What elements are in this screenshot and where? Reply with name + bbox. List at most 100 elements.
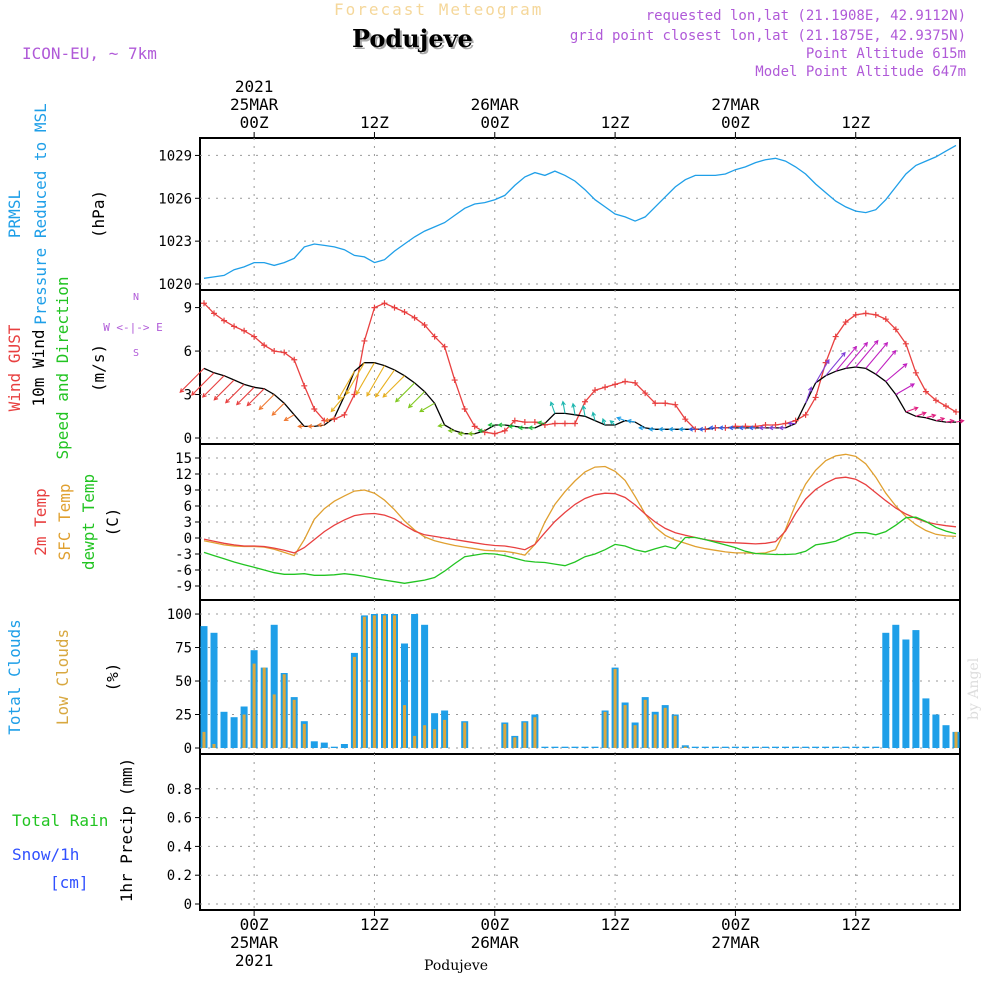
total-clouds-bar (320, 742, 328, 748)
bottom-date-label: 25MAR (230, 933, 279, 952)
low-clouds-bar (673, 715, 677, 748)
wind-direction-arrow (366, 365, 385, 397)
total-clouds-bar (792, 746, 800, 748)
gust-point (622, 378, 629, 385)
total-clouds-bar (902, 639, 910, 748)
wind-direction-arrow (835, 345, 858, 372)
gust-point (682, 416, 689, 423)
clouds-unit: (%) (103, 663, 122, 692)
total-clouds-bar (310, 741, 318, 748)
low-clouds-label: Low Clouds (53, 629, 72, 725)
total-clouds-bar (561, 746, 569, 748)
bottom-hour-label: 12Z (841, 915, 870, 934)
wind-direction-arrow (616, 416, 626, 422)
gust-point (672, 401, 679, 408)
y-tick-label: 75 (175, 641, 192, 657)
y-tick-label: 12 (175, 467, 192, 483)
gust-point (451, 377, 458, 384)
wind-direction-arrow (457, 431, 465, 437)
gust-point (331, 416, 338, 423)
total-clouds-bar (812, 746, 820, 748)
gust-point (732, 423, 739, 430)
top-hour-label: 00Z (721, 113, 750, 132)
low-clouds-bar (503, 723, 507, 748)
y-tick-label: 0 (184, 897, 192, 913)
wind-direction-arrow (648, 426, 656, 432)
gust-point (842, 319, 849, 326)
requested-lonlat: requested lon,lat (21.1908E, 42.9112N) (645, 8, 966, 24)
total-clouds-bar (852, 746, 860, 748)
gust-point (301, 382, 308, 389)
y-tick-label: 25 (175, 708, 192, 724)
gust-point (461, 406, 468, 413)
y-tick-label: 0 (184, 531, 192, 547)
wind-compass-south: S (133, 348, 139, 359)
wind-direction-arrow (905, 406, 919, 413)
wind-direction-arrow (955, 418, 965, 424)
wind-direction-arrow (935, 416, 946, 422)
total-clouds-bar (942, 725, 950, 748)
gust-point (491, 430, 498, 437)
gust-point (652, 400, 659, 407)
gust-point (802, 411, 809, 418)
low-clouds-bar (292, 699, 296, 748)
panel-wind: 0 3 6 9 (179, 289, 965, 447)
total-clouds-bar (922, 698, 930, 748)
gust-point (261, 342, 268, 349)
gust-point (612, 381, 619, 388)
gust-point (592, 387, 599, 394)
y-tick-label: 0 (184, 431, 192, 447)
total-clouds-bar (862, 746, 870, 748)
model-label: ICON-EU, ~ 7km (22, 44, 157, 63)
gust-point (862, 310, 869, 317)
gust-point (471, 423, 478, 430)
total-clouds-bar (411, 614, 419, 748)
wind-direction-arrow (271, 402, 285, 416)
y-tick-label: 9 (184, 301, 192, 317)
low-clouds-bar (643, 699, 647, 748)
total-clouds-label: Total Clouds (5, 619, 24, 735)
total-clouds-bar (882, 632, 890, 748)
wind-compass-label: W <-|-> E (103, 321, 163, 334)
low-clouds-bar (413, 735, 417, 748)
low-clouds-bar (202, 731, 206, 748)
bottom-hour-label: 00Z (480, 915, 509, 934)
low-clouds-bar (242, 714, 246, 748)
y-tick-label: 50 (175, 674, 192, 690)
low-clouds-bar (383, 615, 386, 748)
total-clouds-bar (762, 746, 769, 748)
gust-point (922, 388, 929, 395)
y-tick-label: 0 (184, 741, 192, 757)
wind-direction-arrow (297, 424, 305, 429)
top-date-label: 27MAR (711, 95, 760, 114)
total-clouds-bar (571, 746, 579, 748)
total-clouds-bar (421, 624, 429, 748)
wind-direction-arrow (738, 425, 746, 431)
point-altitude: Point Altitude 615m (805, 46, 966, 62)
total-clouds-bar (711, 746, 719, 748)
precip-legend: Total Rain Snow/1h [cm] (12, 811, 108, 892)
y-tick-label: 6 (184, 499, 192, 515)
gust-point (902, 340, 909, 347)
panel-frame (199, 289, 961, 445)
gust-point (912, 369, 919, 376)
gust-point (792, 417, 799, 424)
gust-point (231, 323, 238, 330)
wind-direction-arrow (283, 414, 295, 421)
gust-point (892, 326, 899, 333)
wind-direction-arrow (527, 425, 535, 431)
wind-direction-arrow (748, 425, 756, 431)
total-clouds-bar (220, 711, 228, 748)
precip-unit: 1hr Precip (mm) (117, 758, 136, 903)
gust-point (441, 343, 448, 350)
total-clouds-bar (591, 746, 599, 748)
y-tick-label: 0.8 (167, 782, 192, 798)
wind-direction-arrow (497, 422, 505, 428)
wind10m-label: 10m Wind (29, 329, 48, 406)
total-clouds-bar (872, 746, 880, 748)
wind-direction-arrow (638, 425, 646, 431)
low-clouds-bar (523, 722, 527, 748)
bottom-hour-label: 12Z (601, 915, 630, 934)
wind-direction-arrow (419, 402, 435, 413)
